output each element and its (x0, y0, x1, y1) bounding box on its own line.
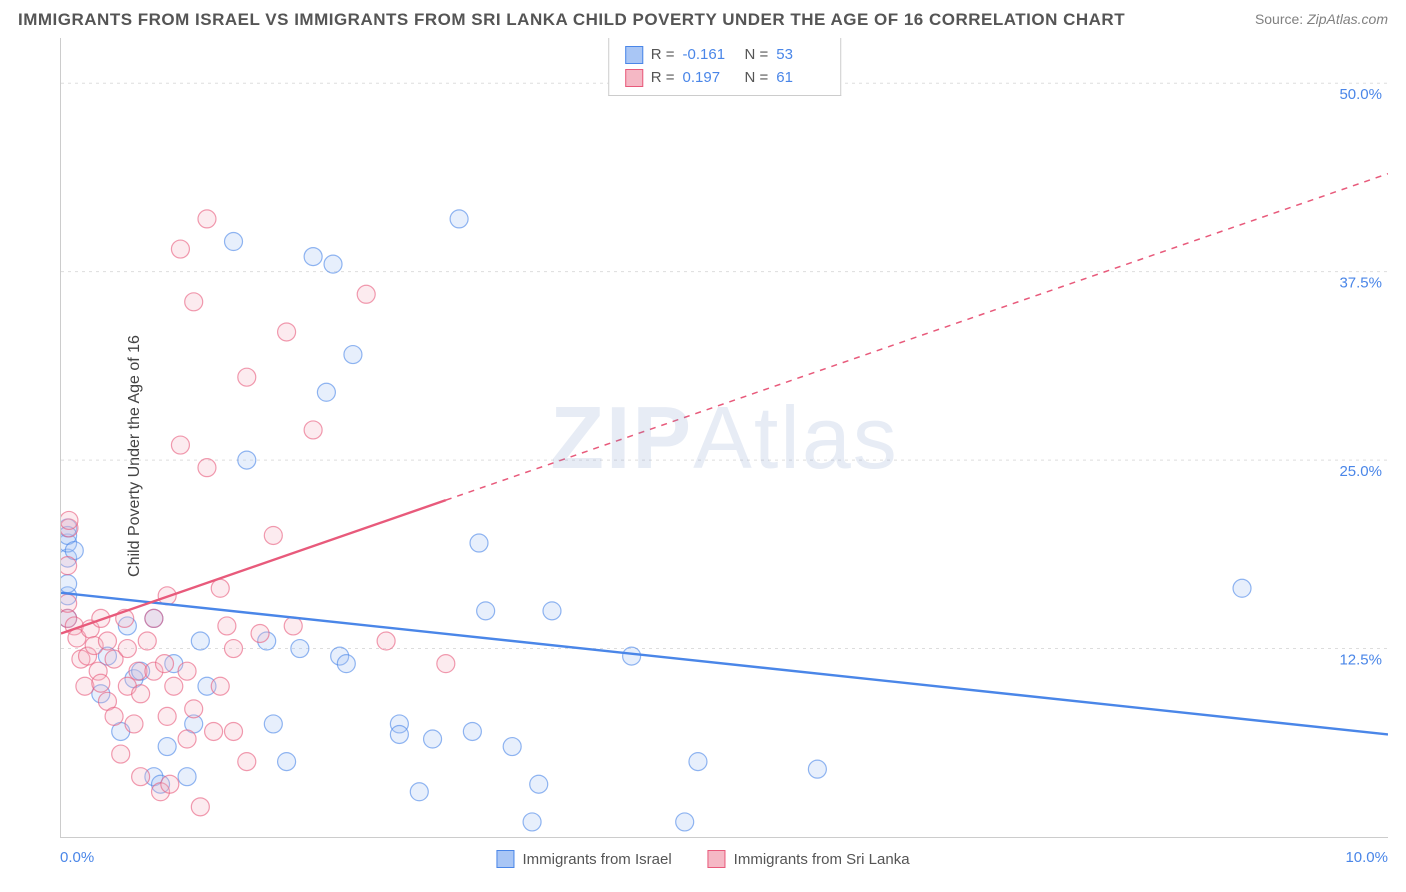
legend-label: Immigrants from Sri Lanka (734, 851, 910, 868)
stats-r-value: 0.197 (683, 67, 731, 90)
chart-svg: 12.5% 25.0% 37.5% 50.0% (61, 38, 1388, 837)
stats-n-value: 53 (776, 44, 824, 67)
page-title: IMMIGRANTS FROM ISRAEL VS IMMIGRANTS FRO… (18, 10, 1125, 30)
source-attribution: Source: ZipAtlas.com (1255, 11, 1388, 29)
legend-item-israel: Immigrants from Israel (496, 850, 671, 868)
legend-swatch (496, 850, 514, 868)
stats-r-label: R = (651, 67, 675, 90)
svg-text:25.0%: 25.0% (1339, 463, 1382, 480)
x-tick-max: 10.0% (1345, 849, 1388, 866)
correlation-chart: Child Poverty Under the Age of 16 12.5%2… (18, 38, 1388, 874)
stats-swatch (625, 46, 643, 64)
legend-label: Immigrants from Israel (522, 851, 671, 868)
plot-area: 12.5% 25.0% 37.5% 50.0% R = -0.161 N = 53 R = 0.… (60, 38, 1388, 838)
stats-r-label: R = (651, 44, 675, 67)
legend-item-srilanka: Immigrants from Sri Lanka (708, 850, 910, 868)
x-tick-min: 0.0% (60, 849, 94, 866)
svg-text:37.5%: 37.5% (1339, 275, 1382, 292)
stats-n-label: N = (745, 67, 769, 90)
series-legend: Immigrants from Israel Immigrants from Sr… (496, 850, 909, 868)
stats-row-srilanka: R = 0.197 N = 61 (625, 67, 825, 90)
stats-swatch (625, 69, 643, 87)
stats-legend: R = -0.161 N = 53 R = 0.197 N = 61 (608, 38, 842, 96)
svg-text:50.0%: 50.0% (1339, 86, 1382, 103)
svg-text:12.5%: 12.5% (1339, 652, 1382, 669)
stats-row-israel: R = -0.161 N = 53 (625, 44, 825, 67)
legend-swatch (708, 850, 726, 868)
stats-n-label: N = (745, 44, 769, 67)
stats-n-value: 61 (776, 67, 824, 90)
stats-r-value: -0.161 (683, 44, 731, 67)
